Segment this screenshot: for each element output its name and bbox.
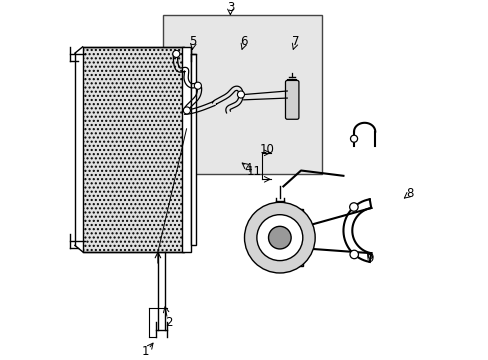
Bar <box>163 15 322 174</box>
Bar <box>182 47 190 252</box>
Circle shape <box>256 215 302 261</box>
Circle shape <box>349 250 358 259</box>
Circle shape <box>349 203 357 211</box>
Circle shape <box>172 50 180 58</box>
Bar <box>191 54 196 245</box>
Text: 6: 6 <box>240 35 247 48</box>
Circle shape <box>268 226 290 249</box>
Bar <box>278 210 302 266</box>
Text: 2: 2 <box>164 316 172 329</box>
Text: 1: 1 <box>142 345 149 358</box>
Text: 5: 5 <box>189 35 197 48</box>
Circle shape <box>237 91 244 98</box>
Circle shape <box>244 202 315 273</box>
Circle shape <box>183 107 190 114</box>
FancyBboxPatch shape <box>285 80 298 119</box>
Text: 3: 3 <box>226 1 234 14</box>
Circle shape <box>350 135 357 142</box>
Text: 10: 10 <box>260 143 274 156</box>
Text: 4: 4 <box>244 162 251 175</box>
Text: 11: 11 <box>246 165 262 178</box>
Text: 9: 9 <box>366 252 373 265</box>
Circle shape <box>194 82 201 89</box>
Bar <box>82 47 184 252</box>
Text: 7: 7 <box>291 35 299 48</box>
Text: 8: 8 <box>406 187 413 200</box>
